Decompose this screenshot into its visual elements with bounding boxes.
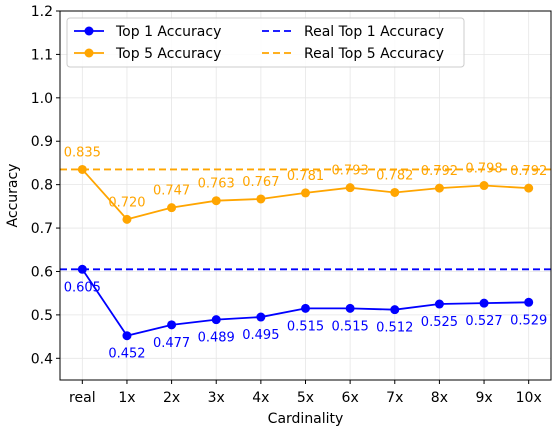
- data-label: 0.782: [376, 168, 413, 183]
- x-tick-label: 3x: [208, 390, 225, 406]
- legend-label: Top 1 Accuracy: [115, 24, 221, 40]
- data-label: 0.792: [510, 164, 547, 179]
- data-label: 0.835: [64, 145, 101, 160]
- reference-lines: [60, 168, 551, 271]
- data-point: [211, 196, 221, 206]
- x-tick-label: 6x: [342, 390, 359, 406]
- data-point: [345, 183, 355, 193]
- x-tick-label: 5x: [297, 390, 314, 406]
- y-tick-label: 1.0: [31, 91, 53, 107]
- x-tick-label: 10x: [516, 390, 542, 406]
- data-point: [167, 320, 177, 330]
- data-label: 0.515: [332, 319, 369, 334]
- data-point: [256, 312, 266, 322]
- legend-label: Real Top 5 Accuracy: [304, 46, 444, 62]
- data-label: 0.767: [242, 175, 279, 190]
- data-point: [77, 164, 87, 174]
- data-label: 0.512: [376, 321, 413, 336]
- legend: Top 1 Accuracy Top 5 Accuracy Real Top 1 A…: [66, 17, 465, 68]
- data-label: 0.763: [198, 177, 235, 192]
- x-tick-label: 1x: [118, 390, 135, 406]
- data-point: [122, 214, 132, 224]
- data-point: [122, 331, 132, 341]
- data-label: 0.452: [108, 347, 145, 362]
- x-tick-label: 8x: [431, 390, 448, 406]
- x-tick-label: 7x: [386, 390, 403, 406]
- data-point: [345, 303, 355, 313]
- grid: [60, 10, 551, 380]
- data-label: 0.792: [421, 164, 458, 179]
- x-tick-label: real: [69, 390, 96, 406]
- data-label: 0.527: [465, 314, 502, 329]
- data-point: [434, 183, 444, 193]
- data-label: 0.477: [153, 336, 190, 351]
- data-point: [211, 315, 221, 325]
- data-point: [301, 188, 310, 198]
- y-axis-ticks: 0.4 0.5 0.6 0.7 0.8 0.9 1.0 1.1 1.2: [31, 4, 60, 367]
- x-tick-label: 9x: [475, 390, 492, 406]
- y-tick-label: 0.9: [31, 134, 53, 150]
- x-tick-label: 4x: [252, 390, 269, 406]
- y-tick-label: 0.7: [31, 221, 53, 237]
- legend-label: Real Top 1 Accuracy: [304, 24, 444, 40]
- data-point: [524, 183, 534, 193]
- data-label: 0.515: [287, 319, 324, 334]
- legend-marker: [84, 26, 94, 36]
- y-tick-label: 0.6: [31, 264, 53, 280]
- data-label: 0.720: [108, 195, 145, 210]
- y-tick-label: 1.2: [31, 4, 53, 20]
- data-label: 0.489: [198, 331, 235, 346]
- data-point: [256, 194, 266, 204]
- data-label: 0.793: [332, 164, 369, 179]
- data-point: [77, 264, 87, 274]
- data-point: [167, 203, 177, 213]
- x-axis-ticks: real 1x 2x 3x 4x 5x 6x 7x 8x 9x 10x: [69, 380, 542, 406]
- y-tick-label: 0.4: [31, 351, 53, 367]
- y-tick-label: 0.5: [31, 308, 53, 324]
- data-label: 0.605: [64, 280, 101, 295]
- data-label: 0.529: [510, 313, 547, 328]
- data-point: [301, 303, 310, 313]
- data-point: [524, 297, 534, 307]
- y-tick-label: 0.8: [31, 178, 53, 194]
- data-label: 0.495: [242, 328, 279, 343]
- data-label: 0.525: [421, 315, 458, 330]
- y-tick-label: 1.1: [31, 47, 53, 63]
- legend-box: [66, 17, 465, 68]
- data-label: 0.798: [465, 162, 502, 177]
- data-labels: 0.605 0.452 0.477 0.489 0.495 0.515 0.515 0.512…: [64, 145, 548, 361]
- data-point: [479, 181, 489, 191]
- data-point: [390, 305, 400, 315]
- data-label: 0.781: [287, 169, 324, 184]
- legend-label: Top 5 Accuracy: [115, 46, 221, 62]
- data-label: 0.747: [153, 184, 190, 199]
- x-axis-title: Cardinality: [268, 411, 344, 427]
- data-point: [390, 187, 400, 197]
- data-point: [434, 299, 444, 309]
- x-tick-label: 2x: [163, 390, 180, 406]
- series-lines: [77, 164, 534, 341]
- y-axis-title: Accuracy: [5, 164, 21, 228]
- legend-marker: [84, 48, 94, 58]
- data-point: [479, 298, 489, 308]
